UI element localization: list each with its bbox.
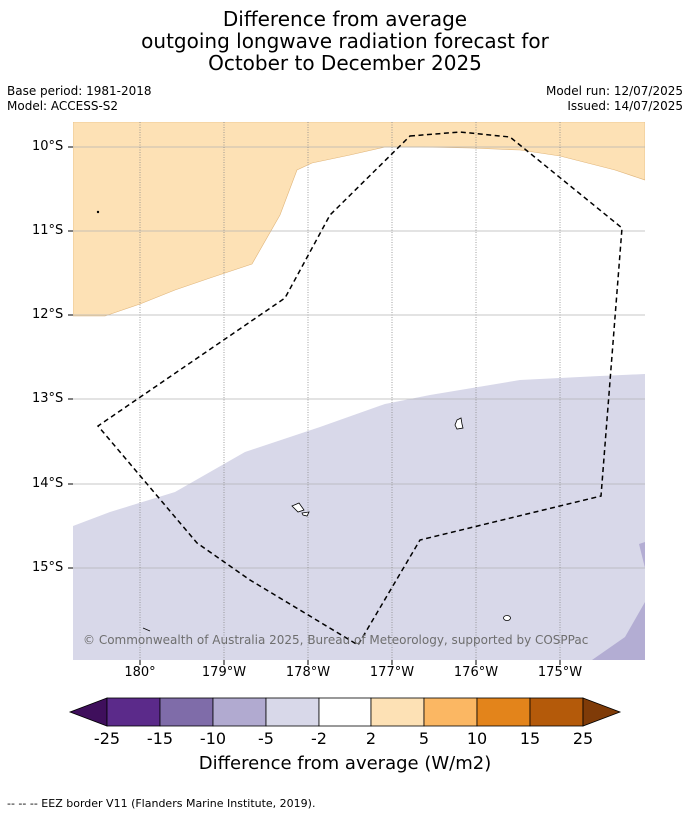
colorbar-tick: -15 [146,729,174,748]
lat-label: 14°S [32,476,64,491]
colorbar-swatch [212,697,267,727]
title-line-2: outgoing longwave radiation forecast for [141,29,549,53]
lat-label: 10°S [32,139,64,154]
colorbar-tick: -5 [258,729,274,748]
colorbar-swatch [529,697,584,727]
lon-label: 179°W [201,665,247,680]
lat-label: 15°S [32,560,64,575]
meta-right: Model run: 12/07/2025 Issued: 14/07/2025 [546,84,683,114]
colorbar-swatch [423,697,478,727]
lon-label: 178°W [285,665,331,680]
colorbar-swatch [370,697,425,727]
copyright-credit: © Commonwealth of Australia 2025, Bureau… [83,633,589,647]
colorbar-extend-high [582,697,622,727]
model-run: Model run: 12/07/2025 [545,84,683,98]
colorbar-tick: -25 [93,729,121,748]
colorbar-extend-low [68,697,108,727]
moderate-negative-patch-edge [639,542,645,568]
lat-label: 11°S [32,223,64,238]
latitude-gridlines [73,146,645,569]
island-dot [96,210,100,214]
map-title: Difference from average outgoing longwav… [0,8,690,74]
island-outline [301,511,310,517]
meta-left: Base period: 1981-2018 Model: ACCESS-S2 [7,84,152,114]
eez-legend-note: -- -- -- EEZ border V11 (Flanders Marine… [7,797,316,810]
colorbar-swatch [159,697,214,727]
longitude-gridlines [139,122,561,660]
title-line-1: Difference from average [222,7,468,31]
colorbar-tick: 5 [418,729,430,748]
colorbar-swatch [106,697,161,727]
base-period: Base period: 1981-2018 [7,84,152,98]
colorbar-tick: -10 [199,729,227,748]
colorbar-tick: 10 [466,729,488,748]
colorbar-tick: 2 [365,729,377,748]
colorbar-swatch [265,697,320,727]
lon-label: 175°W [537,665,583,680]
colorbar [68,697,622,727]
axis-ticks [68,146,561,665]
lon-label: 177°W [369,665,415,680]
lat-label: 13°S [32,391,64,406]
island-outline [503,615,511,621]
negative-anomaly-region [73,374,645,660]
colorbar-swatch [476,697,531,727]
island-outline [142,627,151,632]
island-outline [454,417,464,430]
model-name: Model: ACCESS-S2 [7,99,119,113]
colorbar-tick: 15 [519,729,541,748]
colorbar-swatch [318,697,372,727]
title-line-3: October to December 2025 [208,51,482,75]
lat-label: 12°S [32,307,64,322]
issued-date: Issued: 14/07/2025 [567,99,683,113]
colorbar-label: Difference from average (W/m2) [198,753,492,774]
colorbar-tick: 25 [572,729,594,748]
colorbar-tick: -2 [311,729,327,748]
lon-label: 176°W [453,665,499,680]
lon-label: 180° [124,665,156,680]
moderate-negative-patch [592,602,645,660]
positive-anomaly-region [73,122,645,317]
island-outline [291,502,305,513]
